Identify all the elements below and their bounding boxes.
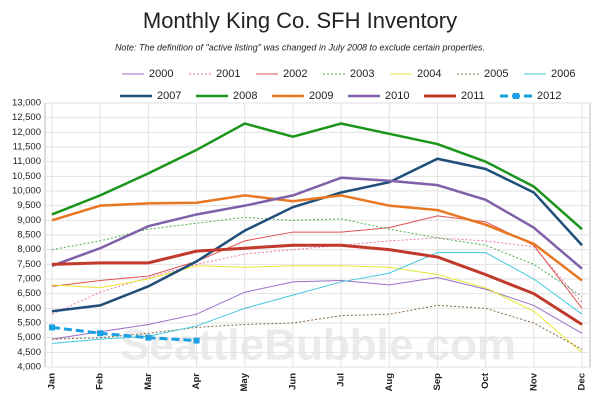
x-tick-label: Apr bbox=[191, 373, 202, 390]
y-tick-label: 7,000 bbox=[17, 274, 41, 285]
point-marker bbox=[193, 337, 200, 344]
series-line bbox=[51, 176, 583, 270]
point-marker bbox=[97, 330, 104, 337]
y-tick-label: 13,000 bbox=[12, 98, 41, 109]
series-line bbox=[51, 216, 583, 298]
legend-label: 2003 bbox=[350, 68, 374, 80]
series-line bbox=[51, 265, 583, 353]
x-tick-label: Mar bbox=[143, 373, 154, 390]
legend-label: 2012 bbox=[537, 90, 561, 102]
y-tick-label: 5,500 bbox=[17, 318, 41, 329]
legend-label: 2009 bbox=[309, 90, 333, 102]
series-line bbox=[51, 157, 583, 313]
x-tick-label: Jan bbox=[47, 373, 58, 390]
x-tick-label: Aug bbox=[384, 373, 395, 392]
y-tick-label: 8,000 bbox=[17, 244, 41, 255]
series-line bbox=[51, 325, 197, 343]
legend-label: 2007 bbox=[157, 90, 181, 102]
series-line bbox=[51, 304, 583, 350]
chart-subtitle: Note: The definition of "active listing"… bbox=[115, 42, 485, 52]
x-tick-label: Dec bbox=[577, 373, 588, 390]
series-line bbox=[51, 122, 583, 231]
legend-label: 2004 bbox=[417, 68, 441, 80]
x-tick-label: Oct bbox=[480, 372, 491, 389]
y-tick-label: 12,000 bbox=[12, 127, 41, 138]
point-marker bbox=[145, 334, 152, 341]
y-tick-label: 7,500 bbox=[17, 259, 41, 270]
series-line bbox=[51, 194, 583, 282]
y-tick-label: 10,500 bbox=[12, 171, 41, 182]
point-marker bbox=[49, 324, 55, 331]
legend-label: 2006 bbox=[551, 68, 575, 80]
x-tick-label: Feb bbox=[95, 373, 106, 390]
x-tick-label: Jun bbox=[287, 373, 298, 390]
legend-label: 2010 bbox=[385, 90, 409, 102]
legend-label: 2001 bbox=[216, 68, 240, 80]
legend-label: 2011 bbox=[461, 90, 485, 102]
y-tick-label: 4,500 bbox=[17, 347, 41, 358]
y-tick-label: 6,000 bbox=[17, 303, 41, 314]
x-tick-label: Sep bbox=[432, 373, 443, 391]
legend-label: 2005 bbox=[484, 68, 508, 80]
x-tick-label: Nov bbox=[528, 372, 539, 391]
y-tick-label: 4,000 bbox=[17, 362, 41, 373]
legend-label: 2000 bbox=[149, 68, 173, 80]
x-tick-label: Jul bbox=[336, 373, 347, 387]
legend-label: 2008 bbox=[233, 90, 257, 102]
y-tick-label: 5,000 bbox=[17, 332, 41, 343]
series-line bbox=[51, 243, 583, 326]
chart-title: Monthly King Co. SFH Inventory bbox=[143, 8, 457, 33]
series-line bbox=[51, 237, 583, 315]
x-tick-label: May bbox=[239, 372, 250, 391]
y-tick-label: 11,500 bbox=[13, 142, 41, 153]
y-tick-label: 9,000 bbox=[17, 215, 41, 226]
y-tick-label: 12,500 bbox=[12, 112, 41, 123]
watermark: SeattleBubble.com bbox=[120, 321, 516, 370]
legend-marker bbox=[513, 93, 519, 99]
legend-label: 2002 bbox=[283, 68, 307, 80]
series-line bbox=[51, 215, 583, 309]
y-tick-label: 6,500 bbox=[17, 288, 41, 299]
y-tick-label: 11,000 bbox=[13, 156, 41, 167]
y-tick-label: 9,500 bbox=[17, 200, 41, 211]
y-tick-label: 8,500 bbox=[17, 230, 41, 241]
y-tick-label: 10,000 bbox=[12, 186, 41, 197]
